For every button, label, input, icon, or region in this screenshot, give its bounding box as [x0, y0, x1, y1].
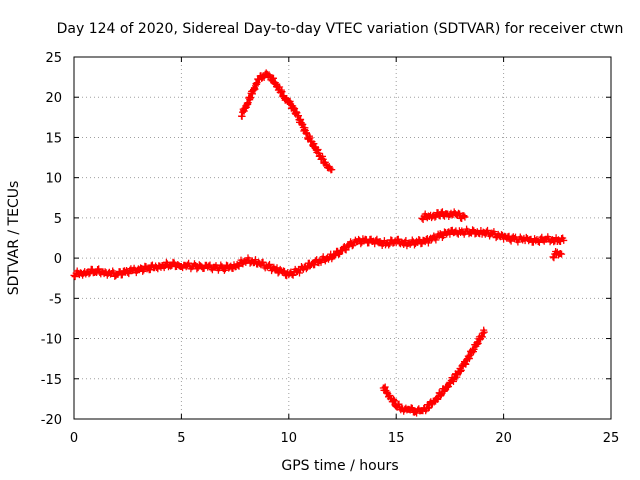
- series-late-dip: [549, 248, 566, 262]
- data-markers: [549, 248, 566, 262]
- x-tick-label: 15: [388, 431, 405, 446]
- x-tick-label: 0: [70, 431, 78, 446]
- x-tick-label: 25: [603, 431, 620, 446]
- series-main: [70, 225, 568, 281]
- y-tick-label: 15: [45, 131, 62, 146]
- data-points: [70, 69, 568, 417]
- y-tick-label: -15: [41, 373, 62, 388]
- series-small-segment: [418, 208, 469, 223]
- data-markers: [379, 326, 488, 417]
- series-lower-arc: [379, 326, 488, 417]
- y-tick-label: -10: [41, 333, 62, 348]
- x-tick-label: 10: [281, 431, 298, 446]
- y-axis-label: SDTVAR / TECUs: [6, 181, 22, 296]
- y-tick-label: 0: [54, 252, 62, 267]
- y-tick-label: 25: [45, 51, 62, 66]
- x-axis-label: GPS time / hours: [281, 458, 398, 474]
- y-tick-label: 20: [45, 91, 62, 106]
- grid: [74, 57, 611, 419]
- y-tick-label: 10: [45, 172, 62, 187]
- plot-frame: [73, 56, 612, 420]
- y-tick-label: -5: [49, 292, 62, 307]
- data-markers: [418, 208, 469, 223]
- x-tick-label: 20: [495, 431, 512, 446]
- x-tick-label: 5: [177, 431, 185, 446]
- data-markers: [238, 69, 336, 174]
- chart-title: Day 124 of 2020, Sidereal Day-to-day VTE…: [57, 21, 624, 37]
- series-upper-arc: [238, 69, 336, 174]
- axis-ticks: 0 5 10 15 20 25 -20 -15 -10 -5 0 5 10 15 20 25: [41, 51, 620, 446]
- y-tick-label: 5: [54, 212, 62, 227]
- y-tick-label: -20: [41, 413, 62, 428]
- data-markers: [70, 225, 568, 281]
